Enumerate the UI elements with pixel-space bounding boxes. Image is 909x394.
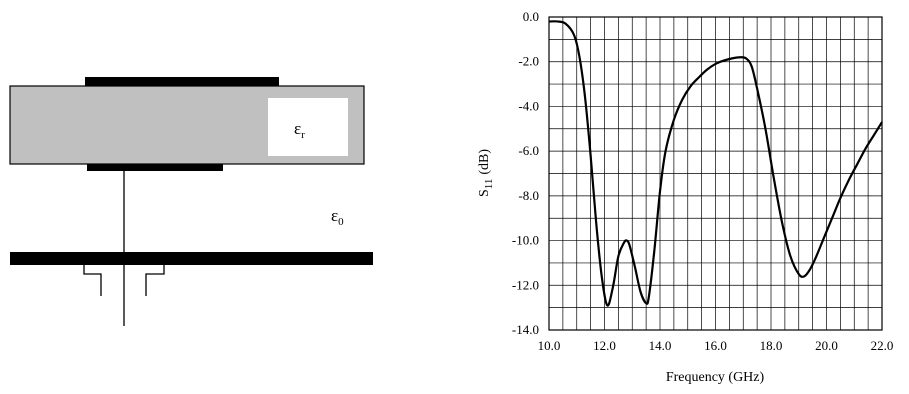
x-tick-label: 14.0 [649, 338, 672, 353]
chart-grid [549, 17, 882, 330]
x-tick-label: 18.0 [760, 338, 783, 353]
y-axis-label: S11(dB) [477, 149, 495, 197]
x-axis-label: Frequency (GHz) [666, 370, 765, 385]
y-tick-label: -2.0 [518, 54, 539, 69]
s11-series-line [548, 20, 883, 307]
coax-connector-right [145, 265, 165, 296]
x-tick-labels: 10.0 12.0 14.0 16.0 18.0 20.0 22.0 [538, 338, 894, 353]
y-tick-label: 0.0 [523, 9, 539, 24]
y-tick-label: -12.0 [512, 277, 539, 292]
top-patch [85, 77, 279, 86]
free-space-symbol: ε0 [331, 206, 344, 228]
y-tick-label: -8.0 [518, 188, 539, 203]
y-tick-label: -14.0 [512, 322, 539, 337]
plot-frame [548, 16, 883, 331]
y-tick-label: -6.0 [518, 143, 539, 158]
x-tick-label: 12.0 [593, 338, 616, 353]
ground-plane [10, 252, 373, 265]
y-tick-label: -10.0 [512, 233, 539, 248]
x-tick-label: 22.0 [871, 338, 894, 353]
bottom-patch [87, 164, 223, 171]
x-tick-label: 20.0 [815, 338, 838, 353]
s11-chart: 0.0-2.0-4.0-6.0-8.0-10.0-12.0-14.0 10.0 1… [477, 9, 893, 385]
permittivity-label-box [268, 98, 348, 156]
x-tick-label: 10.0 [538, 338, 561, 353]
antenna-diagram: εr ε0 [9, 77, 373, 326]
y-tick-label: -4.0 [518, 98, 539, 113]
permittivity-symbol: εr [294, 119, 305, 141]
x-tick-label: 16.0 [704, 338, 727, 353]
y-tick-labels: 0.0 -2.0 -4.0 -6.0 -8.0 -10.0 -12.0 -14.0 [512, 9, 539, 337]
coax-connector-left [83, 265, 102, 296]
